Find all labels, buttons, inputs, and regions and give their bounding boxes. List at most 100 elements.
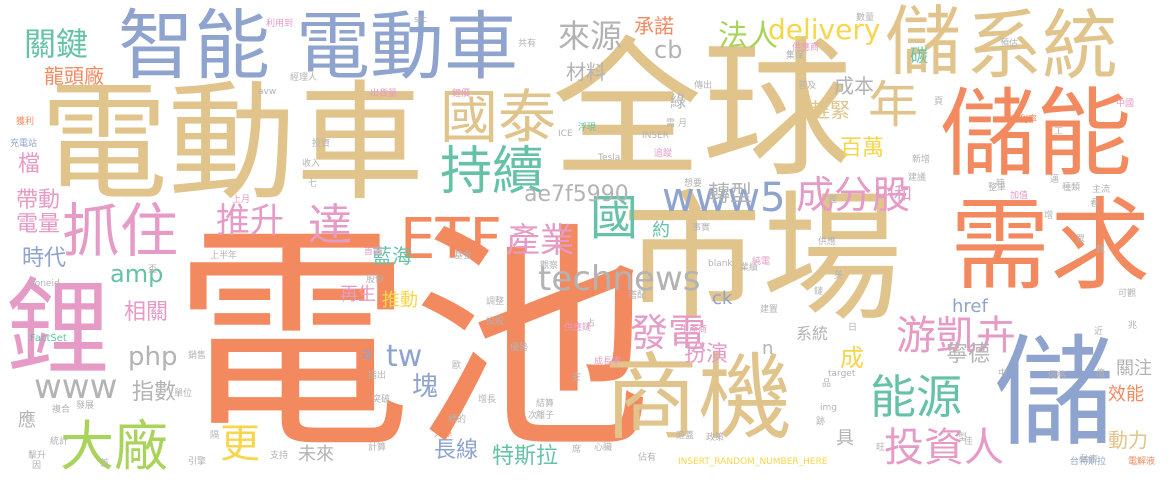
word-institutional: 法人 [718,19,778,54]
word-sales: 銷售 [188,351,207,361]
word-cheng: 成 [840,344,864,372]
word-lithium-small: 鋰 [828,195,838,205]
word-unit: 單位 [174,389,193,399]
word-seven: 七 [308,179,318,189]
word-cover: 遊蓋 [676,431,695,441]
word-reach: 達 [308,200,352,251]
word-near: 近 [1094,327,1104,337]
word-power-generation: 發電 [630,311,707,355]
word-energy: 能源 [870,370,962,424]
word-play-role: 扮演 [684,342,729,367]
word-track: 追蹤 [654,149,673,159]
word-month: 月 [678,119,688,129]
word-gross-margin: 毛利率 [1010,115,1038,125]
word-first-half: 上半年 [210,251,238,261]
word-invest-shares: 投股 [486,317,505,327]
word-pure-electric: 純電 [752,257,771,267]
word-img: img [820,403,837,413]
word-amp: amp [110,260,164,288]
word-new-add: 新增 [912,155,931,165]
word-long-term: 長線 [434,438,479,463]
word-boost: 推升 [216,201,284,241]
word-calculate: 計算 [368,443,387,453]
word-shares: 股份 [366,275,385,285]
word-good: 佳 [964,437,974,447]
word-a: a [362,344,372,363]
word-cathay: 國泰 [440,83,557,151]
word-adjust: 調整 [486,297,505,307]
word-profit: 獲利 [16,117,35,127]
word-hundred-million: 億 [1096,369,1106,379]
word-fact: 事實 [692,223,711,233]
word-opportunity: 商機 [604,344,793,453]
word-index: 指數 [132,380,177,405]
word-hour: 時 [996,179,1006,189]
word-industry: 產業 [506,221,574,261]
word-ev-blue: 電動車 [296,4,518,90]
word-fund: 基金 [454,251,473,261]
word-stride: 邁 [1050,175,1060,185]
word-considerable: 可觀 [1118,289,1137,299]
word-target-asset: 標的 [448,415,467,425]
word-cover-image: 首圖 [364,247,383,257]
word-last-month: 上月 [232,195,251,205]
word-charging-station: 充電站 [10,139,38,149]
word-future: 未來 [298,444,334,465]
word-breakthrough: 突破 [372,395,391,405]
word-php: php [128,342,178,372]
word-href: href [952,296,988,317]
word-total: 共有 [518,39,537,49]
word-advantage: 優勢 [510,343,529,353]
word-target: target [828,369,856,379]
word-prosper: 旺 [876,443,886,453]
word-energy-storage: 儲能 [940,78,1132,190]
word-need: 需 [666,119,676,129]
word-next: 隔 [210,431,220,441]
word-technews: technews [538,259,701,299]
word-commitment: 承諾 [634,14,674,38]
word-ev: 電動車 [40,69,425,218]
word-shipment: 出貨量 [370,89,398,99]
word-estimate: 預估 [1000,39,1019,49]
word-million: 百萬 [840,136,885,161]
word-etf: ETF [400,207,502,272]
word-src: src [414,15,428,25]
word-vehicle: 整車 [988,183,1007,193]
word-system: 系統 [966,1,1118,90]
word-zoneid: zoneid [30,279,60,289]
word-grow: 增 [1044,211,1054,221]
word-china: 中國 [1116,99,1135,109]
word-usa: 美 [834,271,844,281]
word-cost: 成本 [834,74,874,98]
word-chain: 鏈 [814,287,824,297]
word-invest: 投資 [312,139,331,149]
word-carbon: 碳 [910,46,928,67]
word-drive: 帶動 [16,188,61,213]
word-more: 更 [220,421,260,467]
word-engine: 引擎 [188,457,207,467]
word-hurry: 趕緊 [810,98,850,122]
word-author: 游凱卉 [896,313,1016,359]
word-lithium-price: 鋰價 [452,89,471,99]
word-moving-car: 動車 [1080,455,1099,465]
word-quantity: 數量 [856,13,875,23]
word-build: 建置 [760,305,779,315]
word-work: 工 [1054,127,1064,137]
word-development: 發展 [76,401,95,411]
word-constituents: 成分股 [796,173,911,217]
word-look: 看 [1090,199,1100,209]
word-types: 種類 [1062,183,1081,193]
word-n: n [762,338,774,359]
word-materials: 材料 [566,60,606,84]
word-compound: 複合 [52,405,71,415]
word-settle: 結算 [536,399,555,409]
word-have: 具 [836,428,854,449]
word-income: 收入 [302,159,321,169]
word-middle: 中 [998,369,1008,379]
word-transform: 轉型 [708,182,753,207]
word-source: 來源 [558,17,623,55]
word-block: 塊 [412,372,439,402]
word-europe: 歐 [452,361,462,371]
word-insert-placeholder: INSERT_RANDOM_NUMBER_HERE [678,457,828,467]
